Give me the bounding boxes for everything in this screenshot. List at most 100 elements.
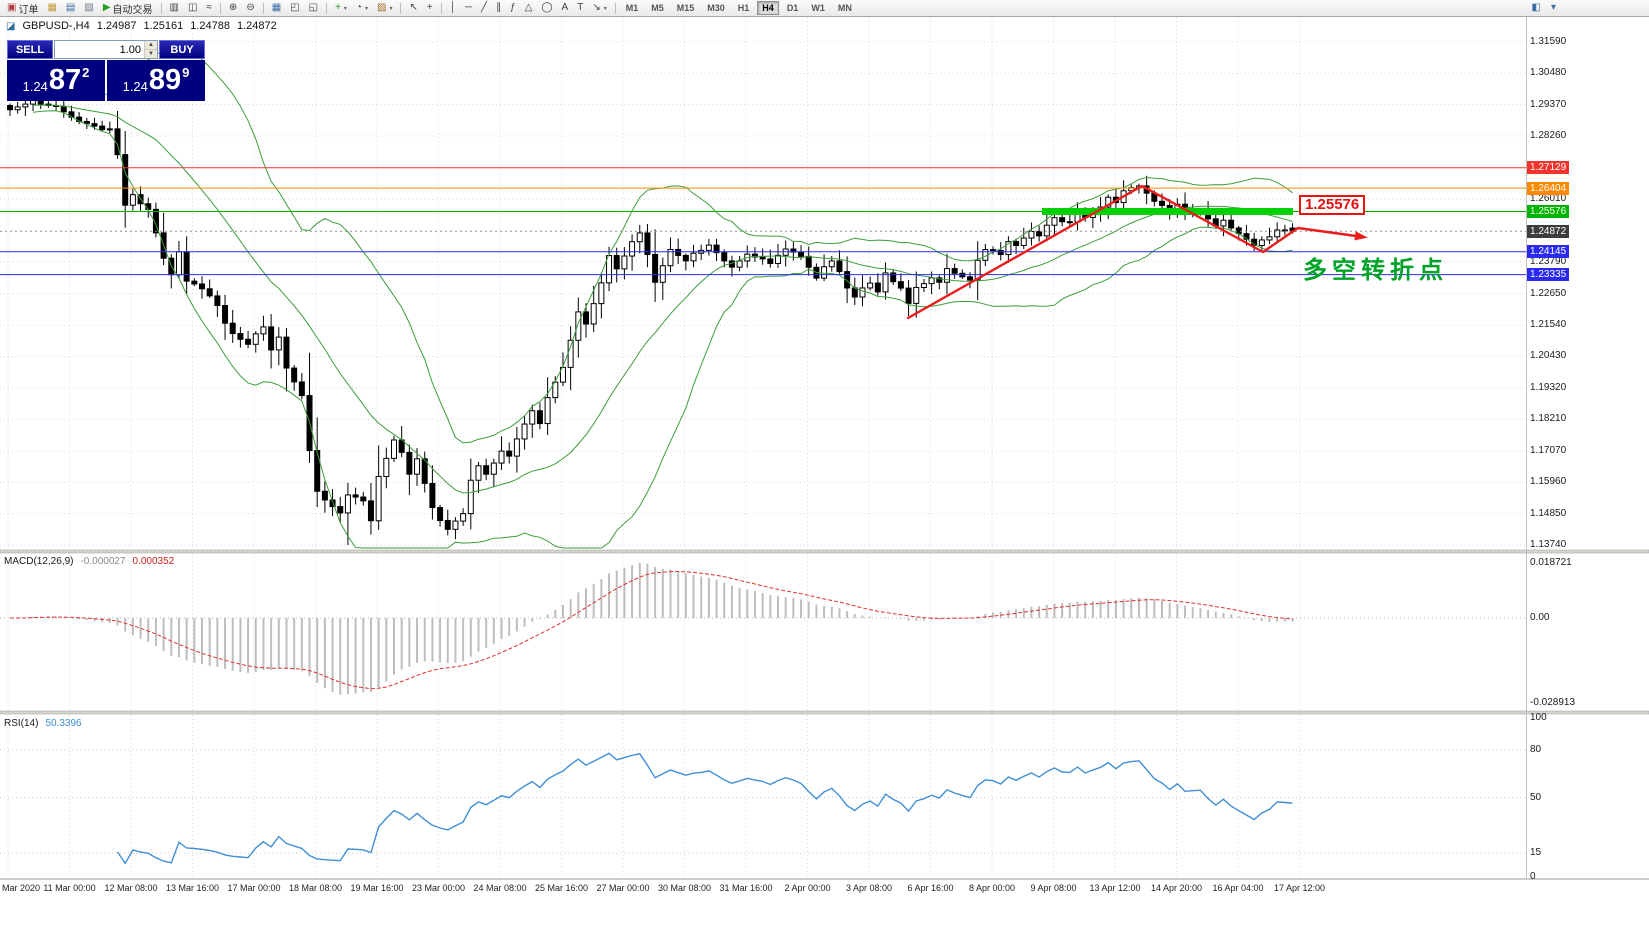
bid-price-display[interactable]: 1.24 87 2 [7, 60, 105, 101]
cursor-icon: ↖ [409, 2, 418, 13]
support-zone-bar[interactable] [1042, 207, 1293, 215]
timeframe-w1[interactable]: W1 [806, 1, 830, 15]
trend-zigzag-line[interactable] [906, 184, 1358, 320]
symbol-timeframe-label: GBPUSD-,H4 [22, 20, 90, 32]
bid-prefix: 1.24 [22, 79, 48, 94]
time-axis-label: 19 Mar 16:00 [350, 883, 404, 893]
ask-prefix: 1.24 [122, 79, 148, 94]
time-axis-label: 17 Mar 00:00 [227, 883, 281, 893]
fibonacci-button[interactable]: ƒ [506, 1, 520, 16]
time-axis-label: 3 Apr 08:00 [845, 883, 893, 893]
indicators-icon: + [335, 2, 341, 13]
volume-value[interactable]: 1.00 [119, 44, 141, 56]
arrange-windows-icon: ◱ [308, 2, 319, 13]
sell-button[interactable]: SELL [7, 40, 53, 59]
time-axis-label: 24 Mar 08:00 [473, 883, 527, 893]
price-axis-marker: 1.25576 [1527, 204, 1570, 218]
text-icon: A [561, 2, 569, 13]
more-tools-button[interactable]: ▾ [1547, 1, 1560, 16]
price-axis-label: 1.15960 [1530, 476, 1567, 488]
volume-field[interactable]: 1.00 ▲ ▼ [54, 40, 158, 59]
crosshair-button[interactable]: + [423, 1, 437, 16]
cascade-windows-button[interactable]: ◰ [286, 1, 303, 16]
caret-icon: ▾ [389, 5, 393, 12]
volume-spinner[interactable]: ▲ ▼ [144, 41, 157, 58]
panel-divider[interactable] [0, 710, 1649, 715]
time-axis-label: 9 Apr 08:00 [1030, 883, 1077, 893]
timeframe-m5[interactable]: M5 [646, 1, 669, 15]
high-price: 1.25161 [143, 20, 184, 32]
macd-histogram [16, 562, 1294, 695]
toolbar-separator [614, 2, 616, 14]
open-price: 1.24987 [96, 20, 137, 32]
zoom-out-button[interactable]: ⊖ [242, 1, 258, 16]
candlestick-chart-button[interactable]: ◫ [184, 1, 201, 16]
time-axis-label: 17 Apr 12:00 [1273, 883, 1326, 893]
volume-down-icon[interactable]: ▼ [145, 50, 157, 58]
rsi-axis-label: 0 [1530, 871, 1536, 882]
chart-window-icon: ◪ [6, 20, 16, 32]
dock-button[interactable]: ◧ [1528, 1, 1545, 16]
time-axis-label: 30 Mar 08:00 [657, 883, 712, 893]
volume-up-icon[interactable]: ▲ [145, 41, 157, 50]
ellipse-button[interactable]: ◯ [537, 1, 556, 16]
caret-icon: ▾ [603, 5, 607, 12]
market-watch-button[interactable]: ▦ [43, 1, 60, 16]
caret-icon: ▾ [343, 5, 347, 12]
time-axis-label: Mar 2020 [2, 883, 41, 893]
periods-button[interactable]: ◔ ▾ [352, 1, 372, 16]
price-axis-label: 1.13740 [1530, 539, 1567, 550]
toolbar-right-group: ◧ ▾ [1528, 1, 1560, 16]
grid-lines [0, 17, 1526, 878]
timeframe-h4[interactable]: H4 [757, 1, 779, 15]
channel-icon: ∥ [496, 2, 502, 13]
price-axis-label: 1.18210 [1530, 413, 1567, 425]
line-chart-button[interactable]: ≈ [202, 1, 216, 16]
arrows-button[interactable]: ↘ ▾ [588, 1, 610, 16]
data-window-button[interactable]: ▤ [62, 1, 79, 16]
indicators-button[interactable]: + ▾ [331, 1, 351, 16]
toolbar-button-label: 订单 [18, 4, 39, 16]
price-axis-label: 1.26010 [1530, 193, 1567, 205]
panel-divider[interactable] [0, 549, 1649, 554]
cascade-windows-icon: ◰ [290, 2, 300, 13]
price-axis-label: 1.14850 [1530, 507, 1567, 519]
ask-price-display[interactable]: 1.24 89 9 [107, 60, 205, 101]
vertical-line-button[interactable]: │ [446, 1, 460, 16]
time-axis-label: 23 Mar 00:00 [411, 883, 466, 893]
autotrading-button[interactable]: ▶ 自动交易 [99, 1, 157, 16]
timeframe-h1[interactable]: H1 [733, 1, 755, 15]
macd-label: MACD(12,26,9) -0.000027 0.000352 [4, 556, 174, 567]
line-chart-icon: ≈ [206, 2, 212, 13]
trend-arrow-head[interactable] [1354, 231, 1368, 241]
channel-button[interactable]: ∥ [492, 1, 505, 16]
timeframe-m1[interactable]: M1 [621, 1, 644, 15]
new-order-button[interactable]: ▣ 订单 [3, 1, 42, 16]
time-axis-label: 2 Apr 00:00 [784, 883, 831, 893]
horizontal-line-button[interactable]: ─ [461, 1, 476, 16]
turning-point-annotation[interactable]: 多空转折点 [1303, 257, 1448, 284]
timeframe-d1[interactable]: D1 [782, 1, 804, 15]
buy-button[interactable]: BUY [159, 40, 205, 59]
text-button[interactable]: A [558, 1, 573, 16]
timeframe-m30[interactable]: M30 [702, 1, 730, 15]
timeframe-mn[interactable]: MN [833, 1, 857, 15]
trendline-button[interactable]: ╱ [477, 1, 491, 16]
macd-axis-label: 0.00 [1530, 612, 1550, 624]
cursor-button[interactable]: ↖ [405, 1, 421, 16]
bar-chart-button[interactable]: ▥ [166, 1, 183, 16]
time-axis-label: 31 Mar 16:00 [719, 883, 773, 893]
tile-windows-button[interactable]: ▦ [268, 1, 285, 16]
text-label-button[interactable]: T [573, 1, 587, 16]
rsi-line [116, 752, 1293, 865]
timeframe-m15[interactable]: M15 [672, 1, 700, 15]
time-axis-label: 12 Mar 08:00 [104, 883, 158, 893]
navigator-button[interactable]: ▧ [80, 1, 97, 16]
rsi-axis-label: 80 [1530, 743, 1542, 755]
zoom-in-button[interactable]: ⊕ [225, 1, 241, 16]
price-level-callout[interactable]: 1.25576 [1299, 195, 1366, 215]
arrange-windows-button[interactable]: ◱ [305, 1, 322, 16]
shapes-button[interactable]: △ [521, 1, 537, 16]
templates-button[interactable]: ▨ ▾ [373, 1, 396, 16]
